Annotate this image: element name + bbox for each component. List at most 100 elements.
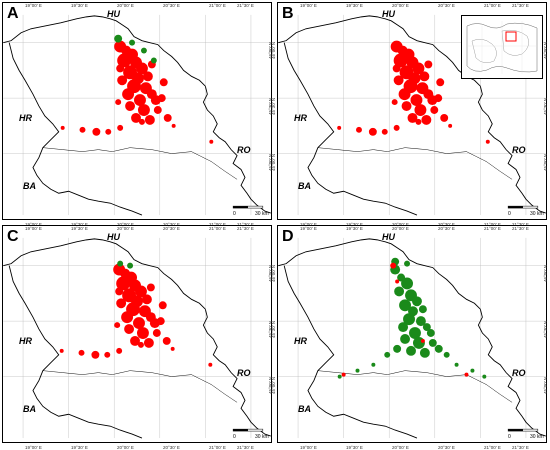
tick-label-left: 45°30' N — [0, 321, 1, 338]
red-occurrence-patch — [419, 71, 430, 82]
panel-label-b: B — [282, 5, 294, 22]
country-label-hu: HU — [382, 9, 395, 19]
green-occurrence-patch — [403, 313, 415, 326]
map-a-svg — [3, 14, 271, 216]
tick-label-top: 21°00' E — [484, 3, 501, 8]
tick-label-top: 19°30' E — [346, 3, 363, 8]
green-occurrence-patch — [418, 305, 427, 314]
red-occurrence-patch — [115, 99, 122, 106]
red-occurrence-patch — [415, 118, 422, 125]
red-occurrence-patch — [122, 88, 135, 101]
red-occurrence-patch — [138, 118, 145, 125]
scale-label-value: 30 km — [530, 211, 544, 217]
red-occurrence-patch — [92, 127, 101, 136]
scale-label-value: 30 km — [255, 211, 269, 217]
red-occurrence-patch — [485, 139, 490, 144]
tick-label-top: 20°00' E — [117, 3, 134, 8]
red-occurrence-patch — [124, 324, 135, 334]
tick-label-top: 20°00' E — [392, 226, 409, 231]
tick-label-top: 21°30' E — [512, 3, 529, 8]
green-occurrence-patch — [371, 362, 376, 367]
red-occurrence-patch — [104, 351, 111, 358]
tick-label-top: 21°00' E — [484, 226, 501, 231]
border-hungary — [278, 238, 481, 310]
tick-label-top: 19°00' E — [25, 3, 42, 8]
tick-label-left: 46°00' N — [0, 42, 1, 59]
border-hungary — [3, 238, 206, 310]
tick-label-left: 46°00' N — [0, 265, 1, 282]
red-occurrence-patch — [59, 348, 64, 353]
red-occurrence-patch — [381, 128, 388, 135]
map-panel-b: B HU HR RO BA 19°00' E 19°30' E 20°00' E 20°30'… — [271, 2, 548, 227]
map-panel-a: A HU HR RO BA 19°00' E 19°30' E 20°00' E 20°30'… — [0, 2, 273, 227]
tick-label-top: 20°30' E — [163, 226, 180, 231]
red-occurrence-patch — [137, 104, 150, 116]
border-croatia-bosnia — [8, 42, 143, 216]
red-occurrence-patch — [420, 338, 425, 343]
border-croatia-bosnia — [8, 265, 143, 439]
red-occurrence-patch — [117, 75, 128, 86]
map-c-svg — [3, 237, 271, 439]
tick-label-right: 45°30' N — [543, 97, 548, 115]
red-occurrence-patch — [171, 123, 176, 128]
red-occurrence-patch — [434, 94, 443, 103]
green-occurrence-patch — [482, 374, 487, 379]
red-occurrence-patch — [105, 128, 112, 135]
tick-label-top: 20°00' E — [117, 226, 134, 231]
tick-label-top: 20°30' E — [438, 3, 455, 8]
country-label-hu: HU — [107, 232, 120, 242]
panel-label-a: A — [7, 5, 19, 22]
green-occurrence-patch — [428, 338, 437, 347]
red-occurrence-patch — [141, 294, 152, 305]
red-occurrence-patch — [440, 113, 449, 122]
red-occurrence-patch — [414, 104, 427, 116]
red-occurrence-patch — [91, 350, 100, 359]
red-occurrence-patch — [395, 279, 400, 284]
red-occurrence-patch — [421, 114, 432, 125]
green-occurrence-patch — [150, 57, 157, 64]
country-label-hr: HR — [19, 113, 32, 123]
scale-bar-fill — [508, 429, 523, 432]
green-occurrence-patch — [400, 334, 411, 344]
tick-label-top: 20°30' E — [438, 226, 455, 231]
green-occurrence-patch — [399, 299, 412, 312]
tick-label-top: 19°30' E — [71, 226, 88, 231]
red-occurrence-patch — [115, 287, 124, 296]
tick-label-bottom: 21°30' E — [237, 222, 254, 227]
tick-label-top: 21°30' E — [512, 226, 529, 231]
tick-label-top: 19°30' E — [71, 3, 88, 8]
red-occurrence-patch — [410, 94, 423, 107]
red-occurrence-patch — [79, 126, 86, 133]
tick-label-bottom: 19°30' E — [346, 222, 363, 227]
red-occurrence-patch — [116, 276, 131, 291]
red-occurrence-patch — [391, 99, 398, 106]
red-occurrence-patch — [209, 139, 214, 144]
red-occurrence-patch — [133, 317, 145, 330]
country-label-hr: HR — [19, 336, 32, 346]
border-romania — [202, 309, 271, 437]
tick-label-left: 45°30' N — [271, 97, 276, 115]
red-occurrence-patch — [208, 362, 213, 367]
panel-label-c: C — [7, 228, 19, 245]
scale-label-value: 30 km — [255, 434, 269, 440]
green-occurrence-patch — [422, 323, 431, 332]
red-occurrence-patch — [117, 53, 132, 68]
country-label-ro: RO — [237, 145, 251, 155]
green-occurrence-patch — [401, 277, 413, 290]
red-occurrence-patch — [152, 329, 161, 337]
tick-label-left: 45°00' N — [271, 153, 276, 171]
country-label-hr: HR — [294, 336, 307, 346]
red-occurrence-patch — [393, 124, 400, 131]
green-occurrence-patch — [470, 368, 475, 373]
border-croatia-bosnia — [283, 265, 418, 439]
green-occurrence-patch — [398, 322, 409, 333]
tick-label-right: 45°00' N — [543, 376, 548, 394]
map-d-svg — [278, 237, 546, 439]
red-occurrence-patch — [158, 301, 167, 310]
tick-label-left: 45°30' N — [0, 98, 1, 115]
map-panel-c: C HU HR RO BA 19°00' E 19°30' E 20°00' E 20°30'… — [0, 225, 273, 450]
red-occurrence-patch — [390, 262, 397, 269]
tick-label-top: 21°30' E — [237, 226, 254, 231]
green-occurrence-patch — [443, 351, 450, 358]
scale-bar-fill — [233, 206, 248, 209]
